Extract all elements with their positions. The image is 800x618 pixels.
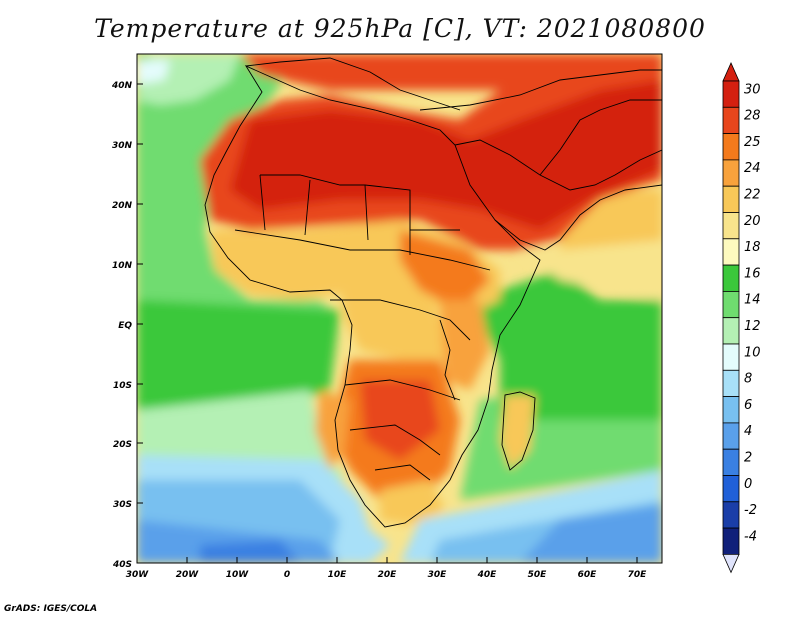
colorbar-swatch xyxy=(722,396,740,424)
colorbar-swatch xyxy=(722,264,740,292)
colorbar-extend-bottom xyxy=(722,554,740,574)
colorbar-swatch xyxy=(722,106,740,135)
lon-label-0: 0 xyxy=(284,570,290,580)
colorbar-swatch xyxy=(722,317,740,345)
colorbar-swatch xyxy=(722,501,740,529)
lat-label-30n: 30N xyxy=(112,141,133,151)
lat-label-10s: 10S xyxy=(113,381,132,391)
lat-label-20n: 20N xyxy=(112,201,133,211)
lat-label-20s: 20S xyxy=(113,440,132,450)
colorbar-label: 25 xyxy=(744,135,761,150)
lat-axis: 40N 30N 20N 10N EQ 10S 20S 30S 40S xyxy=(111,81,143,570)
colorbar-swatch xyxy=(722,422,740,450)
colorbar-swatch xyxy=(722,212,740,240)
colorbar-label: 4 xyxy=(744,424,752,439)
lon-label-30e: 30E xyxy=(428,570,448,580)
colorbar xyxy=(722,62,740,574)
colorbar-label: 20 xyxy=(744,214,761,229)
colorbar-swatch xyxy=(722,343,740,371)
colorbar-label: 0 xyxy=(744,477,752,492)
colorbar-label: 2 xyxy=(744,451,752,466)
colorbar-label: 18 xyxy=(744,240,761,255)
lon-axis: 30W 20W 10W 0 10E 20E 30E 40E 50E 60E 70… xyxy=(126,557,647,580)
lon-label-10w: 10W xyxy=(226,570,250,580)
lat-label-30s: 30S xyxy=(113,500,132,510)
colorbar-label: 30 xyxy=(744,82,761,97)
colorbar-swatch xyxy=(722,527,740,555)
lon-label-30w: 30W xyxy=(126,570,150,580)
temperature-field xyxy=(137,54,662,563)
colorbar-label: 6 xyxy=(744,398,752,413)
map-frame xyxy=(136,53,663,564)
colorbar-swatch xyxy=(722,369,740,397)
colorbar-swatch xyxy=(722,133,740,161)
colorbar-swatch xyxy=(722,185,740,213)
colorbar-swatch xyxy=(722,475,740,503)
colorbar-swatch xyxy=(722,80,740,108)
colorbar-swatch xyxy=(722,238,740,266)
lon-label-60e: 60E xyxy=(578,570,598,580)
lon-label-70e: 70E xyxy=(628,570,648,580)
colorbar-label: 8 xyxy=(744,372,752,387)
grads-credit: GrADS: IGES/COLA xyxy=(4,604,98,614)
lon-label-20e: 20E xyxy=(378,570,398,580)
colorbar-label: -4 xyxy=(744,529,757,544)
coastlines xyxy=(204,57,662,528)
lat-label-10n: 10N xyxy=(112,261,133,271)
lat-label-40n: 40N xyxy=(111,81,133,91)
colorbar-swatch xyxy=(722,448,740,476)
colorbar-swatch xyxy=(722,159,740,187)
lon-label-10e: 10E xyxy=(328,570,348,580)
colorbar-label: 14 xyxy=(744,293,761,308)
lon-label-50e: 50E xyxy=(528,570,548,580)
lon-label-40e: 40E xyxy=(477,570,498,580)
colorbar-label: -2 xyxy=(744,503,757,518)
colorbar-label: 24 xyxy=(744,161,761,176)
colorbar-label: 12 xyxy=(744,319,761,334)
colorbar-label: 10 xyxy=(744,345,761,360)
lat-label-eq: EQ xyxy=(118,321,132,331)
map-title: Temperature at 925hPa [C], VT: 202108080… xyxy=(94,14,706,43)
colorbar-label: 16 xyxy=(744,266,761,281)
colorbar-label: 22 xyxy=(744,188,761,203)
colorbar-swatch xyxy=(722,290,740,319)
lon-label-20w: 20W xyxy=(176,570,200,580)
lat-label-40s: 40S xyxy=(112,560,132,570)
colorbar-label: 28 xyxy=(744,109,761,124)
colorbar-extend-top xyxy=(722,62,740,82)
